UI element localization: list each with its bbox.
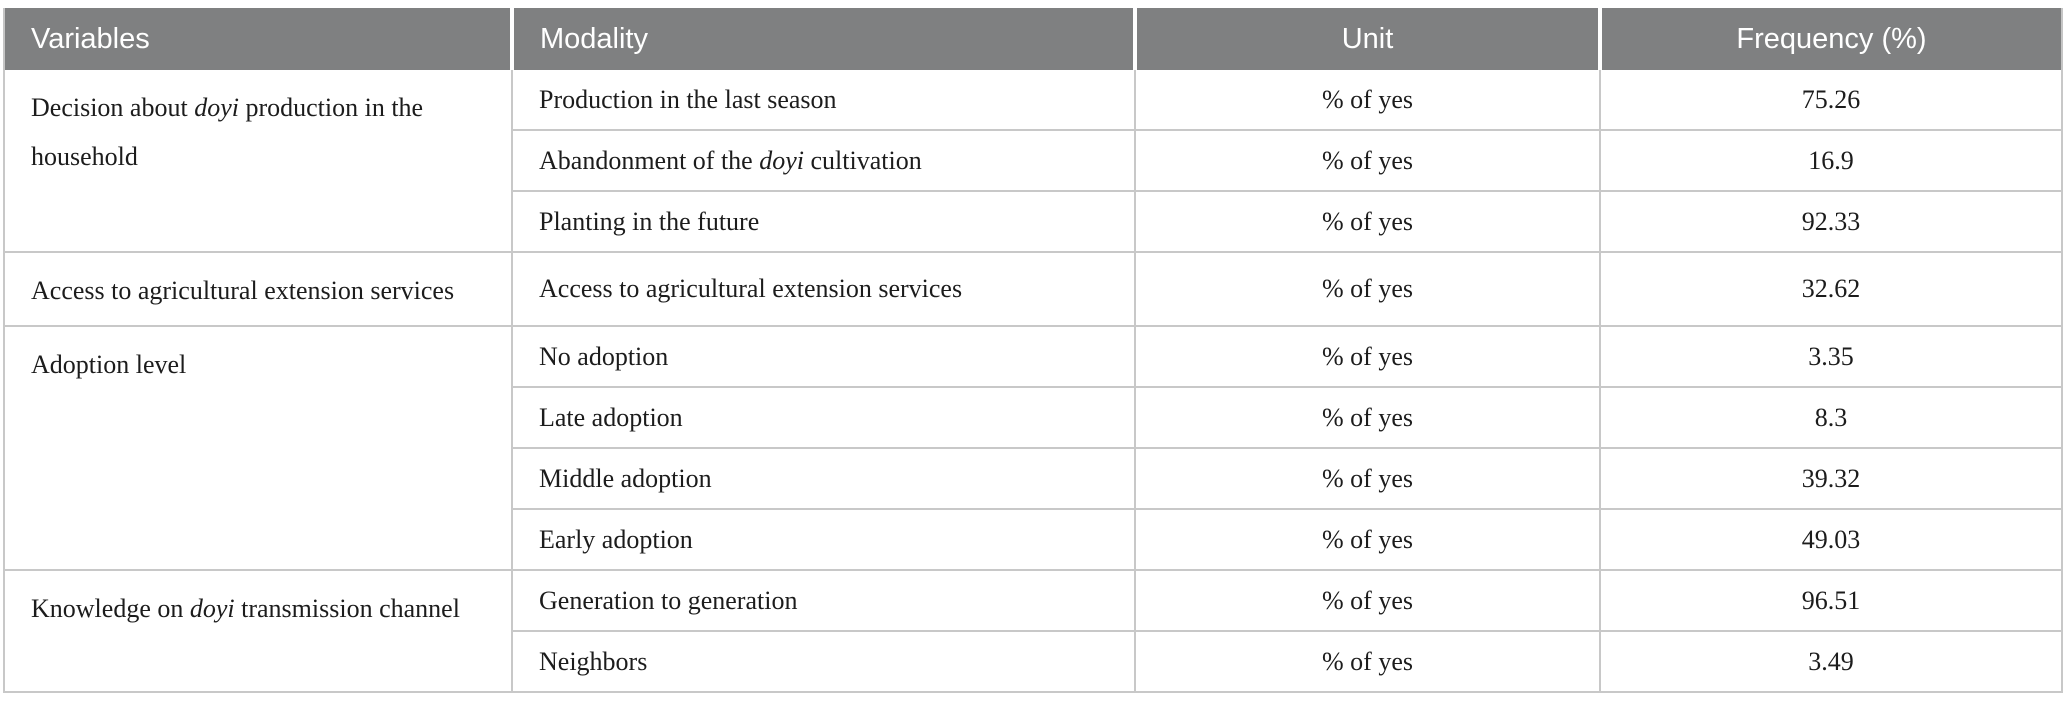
table-header: Variables Modality Unit Frequency (%) xyxy=(4,8,2062,70)
modality-text: Early adoption xyxy=(539,524,693,554)
unit-cell: % of yes xyxy=(1134,569,1601,632)
modality-cell: Abandonment of the doyi cultivation xyxy=(511,129,1136,192)
table-row: Adoption level No adoption % of yes 3.35 xyxy=(3,325,2063,571)
column-header-modality: Modality xyxy=(510,8,1135,70)
variable-italic-term: doyi xyxy=(189,594,235,623)
modality-cell: Early adoption xyxy=(511,508,1136,571)
modality-text: Neighbors xyxy=(539,646,648,676)
column-header-variables: Variables xyxy=(4,8,512,70)
modality-cell: Late adoption xyxy=(511,386,1136,449)
modality-italic-term: doyi xyxy=(759,145,804,175)
frequency-cell: 92.33 xyxy=(1599,190,2063,253)
modality-text: No adoption xyxy=(539,341,669,371)
frequency-table: Variables Modality Unit Frequency (%) De… xyxy=(3,8,2063,693)
column-header-unit: Unit xyxy=(1133,8,1600,70)
variable-italic-term: doyi xyxy=(194,93,239,122)
variable-text: production in the household xyxy=(31,93,424,171)
frequency-cell: 96.51 xyxy=(1599,569,2063,632)
variable-text: Knowledge on xyxy=(31,594,190,623)
modality-text: Late adoption xyxy=(539,402,683,432)
variable-cell-decision: Decision about doyi production in the ho… xyxy=(3,70,513,253)
table-body: Decision about doyi production in the ho… xyxy=(3,70,2063,693)
table-row: Early adoption % of yes 49.03 xyxy=(4,508,2063,571)
frequency-cell: 75.26 xyxy=(1599,70,2063,131)
frequency-cell: 16.9 xyxy=(1599,129,2063,192)
table-row: Decision about doyi production in the ho… xyxy=(3,70,2063,253)
modality-cell: Middle adoption xyxy=(511,447,1136,510)
table-figure: Variables Modality Unit Frequency (%) De… xyxy=(3,8,2063,693)
modality-text: cultivation xyxy=(804,145,922,175)
table-row: Planting in the future % of yes 92.33 xyxy=(4,190,2063,253)
modality-cell: Access to agricultural extension service… xyxy=(511,251,1136,327)
variable-cell-adoption-level: Adoption level xyxy=(3,325,513,571)
table-row: Neighbors % of yes 3.49 xyxy=(4,630,2063,693)
variable-cell-access: Access to agricultural extension service… xyxy=(3,251,513,327)
frequency-cell: 49.03 xyxy=(1599,508,2063,571)
frequency-cell: 32.62 xyxy=(1599,251,2063,327)
modality-text: Generation to generation xyxy=(539,585,798,615)
unit-cell: % of yes xyxy=(1134,447,1601,510)
modality-cell: Generation to generation xyxy=(511,569,1136,632)
frequency-cell: 3.35 xyxy=(1599,325,2063,388)
header-row: Variables Modality Unit Frequency (%) xyxy=(4,8,2062,70)
variable-text: Adoption level xyxy=(31,350,187,379)
table-row: Access to agricultural extension service… xyxy=(3,251,2063,327)
frequency-cell: 8.3 xyxy=(1599,386,2063,449)
unit-cell: % of yes xyxy=(1134,129,1601,192)
modality-text: Middle adoption xyxy=(539,463,712,493)
column-header-frequency: Frequency (%) xyxy=(1598,8,2062,70)
modality-cell: Production in the last season xyxy=(511,70,1136,131)
table-row: Late adoption % of yes 8.3 xyxy=(4,386,2063,449)
variable-text: Access to agricultural extension service… xyxy=(31,276,455,305)
variable-text: transmission channel xyxy=(234,594,460,623)
unit-cell: % of yes xyxy=(1134,251,1601,327)
unit-cell: % of yes xyxy=(1134,190,1601,253)
modality-text: Abandonment of the xyxy=(539,145,760,175)
modality-text: Planting in the future xyxy=(539,206,760,236)
unit-cell: % of yes xyxy=(1134,325,1601,388)
variable-text: Decision about xyxy=(31,93,195,122)
unit-cell: % of yes xyxy=(1134,70,1601,131)
unit-cell: % of yes xyxy=(1134,508,1601,571)
modality-text: Access to agricultural extension service… xyxy=(539,274,963,303)
modality-cell: Planting in the future xyxy=(511,190,1136,253)
table-row: Abandonment of the doyi cultivation % of… xyxy=(4,129,2063,192)
frequency-cell: 39.32 xyxy=(1599,447,2063,510)
modality-cell: No adoption xyxy=(511,325,1136,388)
variable-cell-knowledge: Knowledge on doyi transmission channel xyxy=(3,569,513,693)
frequency-cell: 3.49 xyxy=(1599,630,2063,693)
table-row: Middle adoption % of yes 39.32 xyxy=(4,447,2063,510)
modality-cell: Neighbors xyxy=(511,630,1136,693)
modality-text: Production in the last season xyxy=(539,84,837,114)
unit-cell: % of yes xyxy=(1134,630,1601,693)
unit-cell: % of yes xyxy=(1134,386,1601,449)
table-row: Knowledge on doyi transmission channel G… xyxy=(3,569,2063,693)
